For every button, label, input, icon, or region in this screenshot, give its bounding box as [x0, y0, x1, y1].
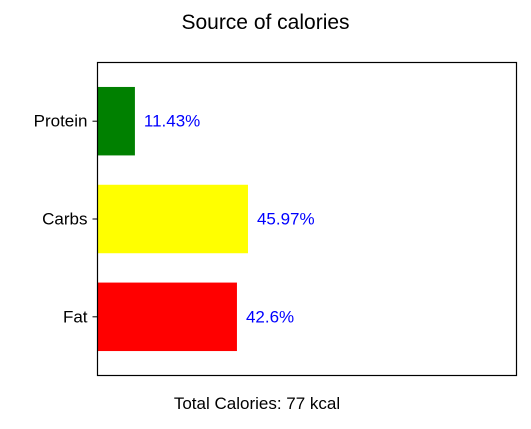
y-tick-label-protein: Protein [34, 112, 88, 131]
bar-carbs [97, 184, 248, 254]
y-tick-label-fat: Fat [63, 307, 88, 326]
plot-frame [96, 61, 518, 377]
data-label-fat: 42.6% [246, 307, 294, 326]
data-label-protein: 11.43% [144, 112, 200, 131]
bar-protein [97, 86, 135, 156]
bars-group [97, 86, 248, 352]
x-axis-label: Total Calories: 77 kcal [173, 394, 341, 413]
chart-title: Source of calories [181, 11, 350, 34]
data-label-carbs: 45.97% [257, 210, 315, 229]
data-labels-group: 42.6% 45.97% 11.43% [144, 112, 315, 327]
y-axis-ticks: Fat Carbs Protein [34, 112, 98, 326]
y-tick-label-carbs: Carbs [42, 210, 87, 229]
bar-fat [97, 282, 237, 352]
